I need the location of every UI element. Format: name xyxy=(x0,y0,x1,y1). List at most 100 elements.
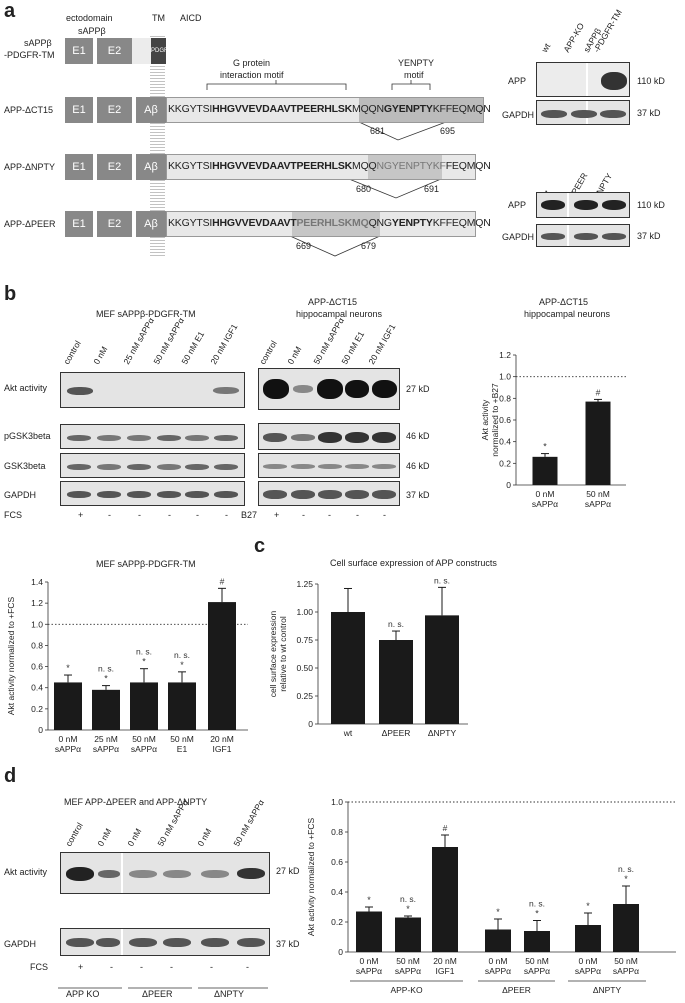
y-tick-label: 0.6 xyxy=(331,857,343,867)
bar xyxy=(585,401,611,485)
category-label: sAPPα xyxy=(485,966,511,976)
d-fcs-label: FCS xyxy=(30,962,48,972)
category-label: IGF1 xyxy=(436,966,455,976)
row-gsk3beta: GSK3beta xyxy=(4,461,46,471)
pos-695: 695 xyxy=(440,126,456,136)
blot-mid-title-2: hippocampal neurons xyxy=(296,309,383,319)
construct-name-sappb-1: sAPPβ xyxy=(24,38,52,48)
bar xyxy=(356,911,382,952)
d-fcs-5: - xyxy=(246,962,249,972)
category-label: 25 nM xyxy=(94,734,118,744)
y-tick-label: 0.6 xyxy=(31,662,43,672)
y-tick-label: 0.2 xyxy=(31,704,43,714)
b-fcs-left-4: - xyxy=(196,510,199,520)
category-label: sAPPα xyxy=(395,966,421,976)
b-fcs-left-0: + xyxy=(78,510,84,520)
domain-e2: E2 xyxy=(97,154,132,180)
significance-label: n. s. xyxy=(388,619,404,629)
pos-680: 680 xyxy=(356,184,372,194)
category-label: 50 nM xyxy=(396,956,420,966)
b-mid-gsk xyxy=(258,453,400,478)
y-tick-label: 0.2 xyxy=(331,917,343,927)
bar xyxy=(524,931,550,952)
panel-d-label: d xyxy=(4,765,17,787)
category-label: sAPPα xyxy=(356,966,382,976)
significance-label: n. s. xyxy=(529,899,545,909)
category-label: 50 nM xyxy=(170,734,194,744)
bar xyxy=(575,925,601,952)
y-axis-label: Akt activity normalized to +FCS xyxy=(6,597,16,716)
significance-label: n. s. xyxy=(174,650,190,660)
significance-label: * xyxy=(586,901,590,911)
membrane-column xyxy=(150,36,165,258)
category-label: 20 nM xyxy=(433,956,457,966)
g-protein-motif-label-2: interaction motif xyxy=(220,70,284,80)
panel-b-label: b xyxy=(4,283,17,305)
y-tick-label: 1.0 xyxy=(331,797,343,807)
y-tick-label: 1.25 xyxy=(296,579,313,589)
significance-label: n. s. xyxy=(618,864,634,874)
y-tick-label: 1.4 xyxy=(31,577,43,587)
category-label: IGF1 xyxy=(213,744,232,754)
category-label: 0 nM xyxy=(579,956,598,966)
y-tick-label: 1.0 xyxy=(31,619,43,629)
bar xyxy=(92,689,120,730)
b-kd-27: 27 kD xyxy=(406,384,430,394)
b-kd-37: 37 kD xyxy=(406,490,430,500)
b-fcs-left-3: - xyxy=(168,510,171,520)
significance-label: * xyxy=(142,657,146,667)
chart-b-mef-title: MEF sAPPβ-PDGFR-TM xyxy=(96,559,196,569)
d-fcs-4: - xyxy=(210,962,213,972)
yenpty-motif-label-1: YENPTY xyxy=(398,58,435,68)
significance-label: * xyxy=(66,663,70,673)
ectodomain-label: ectodomain xyxy=(66,13,113,23)
y-tick-label: 0.2 xyxy=(499,458,511,468)
category-label: 50 nM xyxy=(525,956,549,966)
category-label: sAPPα xyxy=(575,966,601,976)
y-tick-label: 0.8 xyxy=(499,393,511,403)
b-fcs-label: FCS xyxy=(4,510,22,520)
bar xyxy=(54,682,82,730)
blot2-row-gapdh: GAPDH xyxy=(502,232,535,242)
construct-name-ct15: APP-ΔCT15 xyxy=(4,105,54,115)
y-tick-label: 1.0 xyxy=(499,372,511,382)
b-fcs-mid-1: - xyxy=(302,510,305,520)
significance-label: * xyxy=(496,907,500,917)
highlight-yenpty xyxy=(359,98,483,122)
group-label: APP-KO xyxy=(390,985,423,995)
blot1-app xyxy=(536,62,630,97)
significance-label: n. s. xyxy=(136,647,152,657)
category-label: 50 nM xyxy=(614,956,638,966)
d-group-appko: APP KO xyxy=(66,989,100,999)
blot1-gapdh xyxy=(536,100,630,125)
b-mid-pgsk xyxy=(258,423,400,450)
deleted-npty xyxy=(368,155,442,179)
chart-b-title-1: APP-ΔCT15 xyxy=(539,297,589,307)
group-label: ΔPEER xyxy=(502,985,531,995)
y-axis-label: Akt activity xyxy=(480,399,490,440)
y-tick-label: 0.4 xyxy=(499,437,511,447)
domain-e1: E1 xyxy=(65,38,93,64)
y-tick-label: 1.00 xyxy=(296,607,313,617)
y-tick-label: 0.8 xyxy=(331,827,343,837)
domain-e2: E2 xyxy=(97,97,132,123)
b-mid-akt xyxy=(258,368,400,410)
domain-e1: E1 xyxy=(65,154,93,180)
blot2-row-app: APP xyxy=(508,200,527,210)
y-tick-label: 0.75 xyxy=(296,635,313,645)
b-left-pgsk xyxy=(60,424,245,449)
y-tick-label: 0 xyxy=(506,480,511,490)
d-kd-37: 37 kD xyxy=(276,939,300,949)
b-left-akt xyxy=(60,372,245,408)
b-mid-gapdh xyxy=(258,481,400,506)
category-label: sAPPα xyxy=(55,744,81,754)
category-label: 50 nM xyxy=(586,489,610,499)
y-tick-label: 0.8 xyxy=(31,640,43,650)
d-fcs-2: - xyxy=(140,962,143,972)
sappb-label: sAPPβ xyxy=(78,26,106,36)
y-tick-label: 0.25 xyxy=(296,691,313,701)
bar xyxy=(130,682,158,730)
domain-abeta: Aβ xyxy=(136,97,166,123)
b-left-gsk xyxy=(60,453,245,478)
